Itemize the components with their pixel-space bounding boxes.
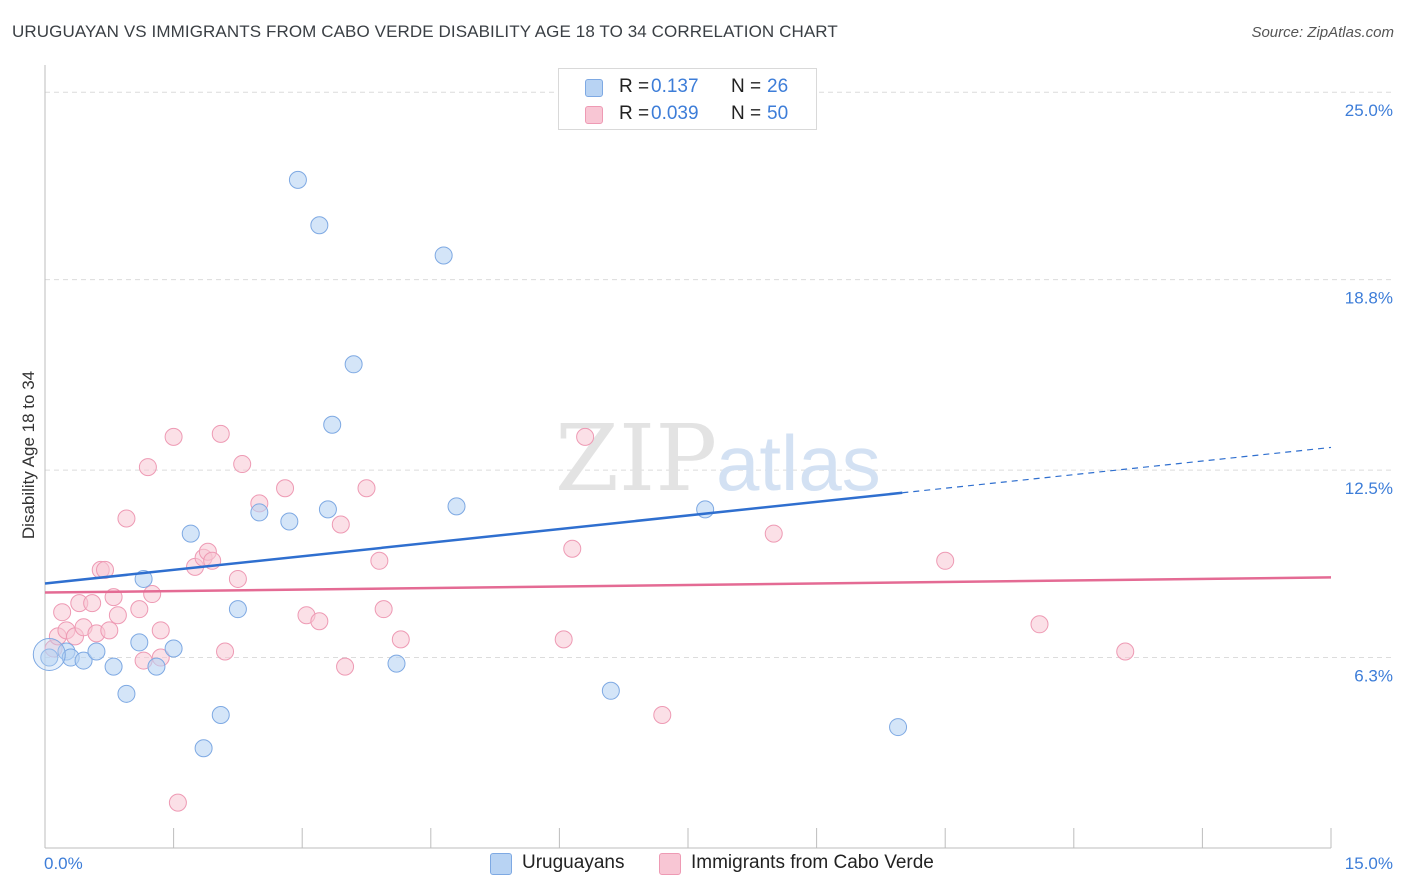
blue-cluster-point <box>32 638 66 672</box>
pink-data-point <box>168 793 187 812</box>
blue-trend-line <box>44 491 903 585</box>
pink-data-point <box>374 600 393 619</box>
pink-data-point <box>233 455 252 474</box>
pink-data-point <box>391 630 410 649</box>
blue-data-point <box>889 718 908 737</box>
blue-data-point <box>117 684 136 703</box>
pink-data-point <box>276 479 295 498</box>
blue-data-point <box>447 497 466 516</box>
blue-data-point <box>181 524 200 543</box>
pink-data-point <box>211 424 230 443</box>
pink-data-point <box>370 551 389 570</box>
blue-data-point <box>323 415 342 434</box>
blue-data-point <box>228 600 247 619</box>
pink-data-point <box>83 594 102 613</box>
pink-data-point <box>1116 642 1135 661</box>
pink-data-point <box>1030 615 1049 634</box>
pink-data-point <box>151 621 170 640</box>
tick-labels: 6.3% 12.5% 18.8% 25.0% 0.0% 15.0% <box>44 101 1393 873</box>
blue-data-point <box>87 642 106 661</box>
legend-r-value: 0.039 <box>651 103 699 124</box>
pink-trend-line <box>44 576 1332 594</box>
source-note: Source: ZipAtlas.com <box>1251 24 1394 41</box>
pink-data-point <box>331 515 350 534</box>
blue-data-point <box>318 500 337 519</box>
blue-data-point <box>104 657 123 676</box>
blue-data-point <box>164 639 183 658</box>
blue-trend-extension <box>902 446 1332 494</box>
x-tick-label: 15.0% <box>1345 854 1393 873</box>
pink-data-point <box>936 551 955 570</box>
pink-data-point <box>336 657 355 676</box>
pink-data-point <box>108 606 127 625</box>
correlation-legend: R = 0.137 N = 26 R = 0.039 N = 50 <box>558 68 817 130</box>
pink-data-point <box>576 427 595 446</box>
blue-data-point <box>601 681 620 700</box>
watermark: ZIP atlas <box>555 405 881 512</box>
pink-data-point <box>164 427 183 446</box>
watermark-zip: ZIP <box>555 405 717 512</box>
y-tick-label: 6.3% <box>1354 667 1393 686</box>
y-tick-label: 25.0% <box>1345 101 1393 120</box>
legend-n-label: N = <box>731 103 762 124</box>
legend-swatch-pink <box>585 106 603 124</box>
legend-n-value: 26 <box>767 76 789 97</box>
pink-data-point <box>216 642 235 661</box>
pink-data-point <box>53 603 72 622</box>
blue-data-point <box>387 654 406 673</box>
blue-data-point <box>211 705 230 724</box>
legend-n-value: 50 <box>767 103 789 124</box>
x-tick-label: 0.0% <box>44 854 83 873</box>
bottom-legend-swatch-pink <box>659 853 681 875</box>
pink-data-point <box>138 458 157 477</box>
legend-n-label: N = <box>731 76 762 97</box>
pink-data-point <box>117 509 136 528</box>
legend-r-value: 0.137 <box>651 76 699 97</box>
trend-lines <box>44 446 1332 594</box>
watermark-atlas: atlas <box>716 419 881 507</box>
blue-data-point <box>280 512 299 531</box>
pink-data-point <box>764 524 783 543</box>
pink-data-point <box>100 621 119 640</box>
bottom-legend-label: Immigrants from Cabo Verde <box>691 852 934 873</box>
blue-data-point <box>40 648 59 667</box>
chart-title: URUGUAYAN VS IMMIGRANTS FROM CABO VERDE … <box>12 22 838 41</box>
legend-r-label: R = <box>619 103 650 124</box>
blue-data-point <box>147 657 166 676</box>
pink-data-point <box>357 479 376 498</box>
pink-data-point <box>563 539 582 558</box>
axes <box>44 65 1332 849</box>
legend-swatch-blue <box>585 79 603 97</box>
grid-lines <box>45 91 1394 659</box>
blue-data-point <box>130 633 149 652</box>
pink-data-point <box>130 600 149 619</box>
blue-data-point <box>344 355 363 374</box>
pink-data-point <box>228 569 247 588</box>
bottom-legend-swatch-blue <box>490 853 512 875</box>
blue-series-points <box>32 170 908 758</box>
blue-data-point <box>74 651 93 670</box>
blue-data-point <box>434 246 453 265</box>
bottom-legend-label: Uruguayans <box>522 852 625 873</box>
blue-data-point <box>250 503 269 522</box>
blue-data-point <box>310 216 329 235</box>
pink-data-point <box>310 612 329 631</box>
pink-data-point <box>653 705 672 724</box>
y-tick-label: 12.5% <box>1345 479 1393 498</box>
y-axis-label: Disability Age 18 to 34 <box>19 371 38 539</box>
pink-data-point <box>143 585 162 604</box>
pink-data-point <box>554 630 573 649</box>
y-tick-label: 18.8% <box>1345 289 1393 308</box>
blue-data-point <box>194 739 213 758</box>
legend-r-label: R = <box>619 76 650 97</box>
blue-data-point <box>288 170 307 189</box>
